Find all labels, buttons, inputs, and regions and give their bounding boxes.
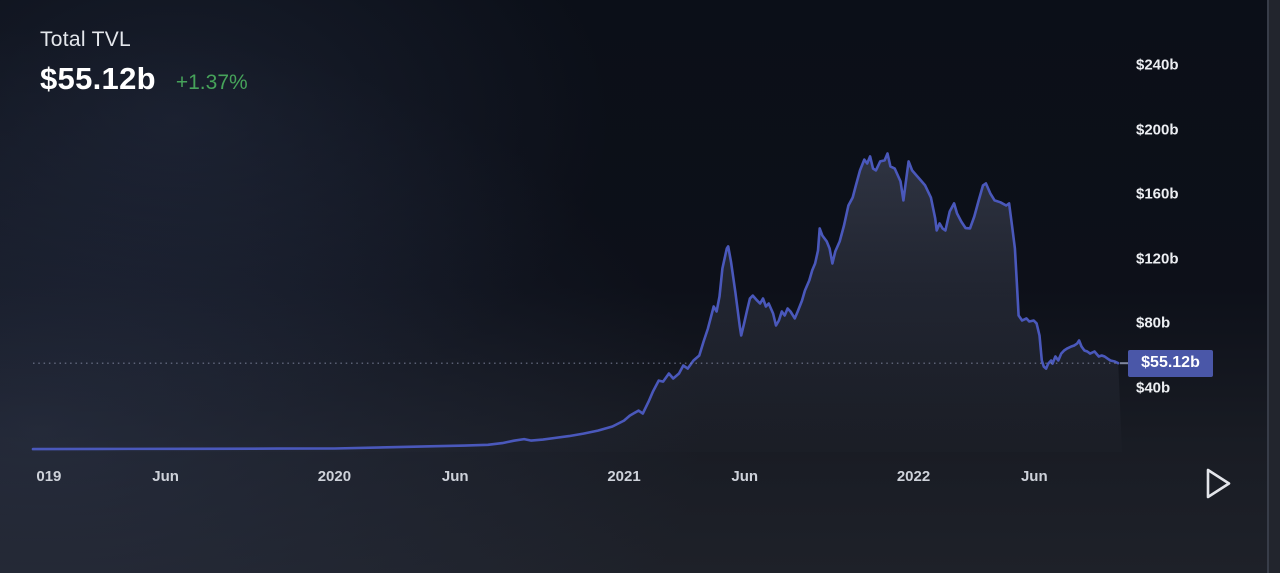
y-axis-label: $120b [1136,250,1179,268]
x-axis-label: 2021 [607,468,641,485]
y-axis-label: $240b [1136,56,1179,74]
y-axis-label: $160b [1136,185,1179,203]
tvl-area-fill [33,153,1122,452]
current-value-tag: $55.12b [1128,349,1213,377]
y-axis-label: $80b [1136,314,1171,332]
current-value-tag-label: $55.12b [1141,354,1200,372]
y-axis-label: $40b [1136,379,1171,397]
y-axis-label: $200b [1136,121,1179,139]
chart-header: Total TVL $55.12b +1.37% [40,28,248,97]
right-panel-edge [1269,0,1280,573]
tvl-value-row: $55.12b +1.37% [40,61,248,97]
tvl-line [31,152,1120,451]
x-axis-label: Jun [152,468,179,485]
replay-chart-button[interactable] [1198,462,1238,502]
x-axis-label: 019 [36,468,62,485]
tvl-current-value: $55.12b [40,61,156,96]
chart-title: Total TVL [40,28,132,51]
x-axis-label: 2020 [317,468,352,485]
panel-divider [1267,0,1269,573]
x-axis-label: Jun [1020,468,1048,485]
play-icon [1206,468,1231,499]
tvl-change-percent: +1.37% [175,71,248,94]
x-axis-label: Jun [441,468,469,485]
x-axis-label: 2022 [896,468,931,485]
x-axis-label: Jun [731,468,759,485]
